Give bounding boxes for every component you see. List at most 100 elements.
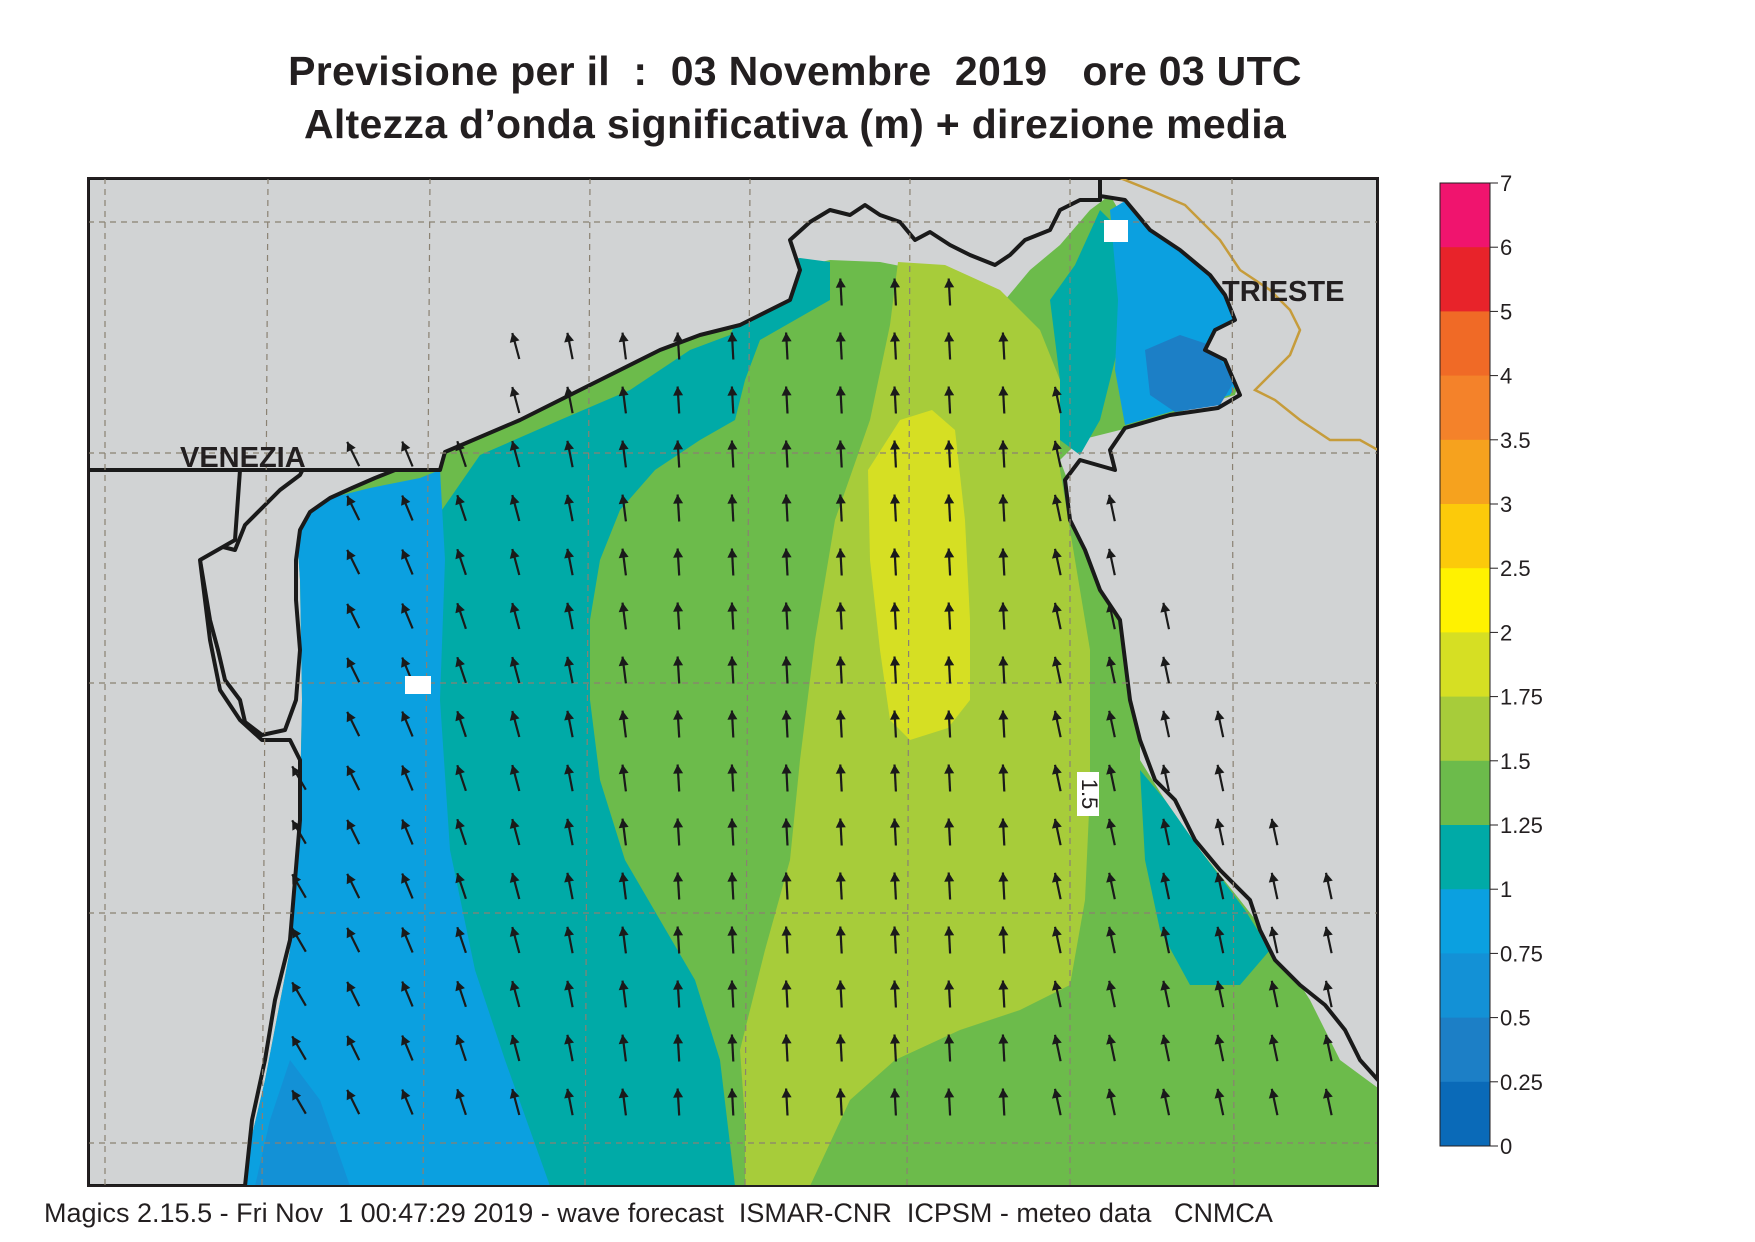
wave-arrow-head	[564, 926, 574, 937]
wave-arrow-head	[944, 548, 955, 558]
wave-arrow-head	[835, 764, 846, 774]
wave-arrow-head	[944, 494, 955, 504]
wave-arrow-head	[564, 494, 574, 505]
wave-arrow-head	[781, 980, 792, 990]
wave-arrow-head	[1214, 764, 1225, 775]
wave-arrow-head	[944, 980, 955, 990]
wave-arrow-head	[944, 1034, 955, 1044]
wave-arrow-head	[564, 872, 574, 883]
colorbar-swatch	[1440, 568, 1490, 633]
colorbar-swatch	[1440, 760, 1490, 826]
wave-arrow-head	[944, 872, 955, 882]
wave-arrow-head	[835, 548, 846, 558]
wave-arrow-head	[292, 766, 302, 777]
wave-arrow-head	[890, 278, 900, 288]
wave-arrow-head	[618, 656, 629, 667]
wave-arrow-head	[1268, 872, 1279, 883]
wave-arrow-head	[1052, 656, 1062, 667]
wave-arrow-head	[509, 657, 520, 667]
contour-label-box-north	[1104, 220, 1128, 242]
wave-arrow-head	[401, 603, 411, 614]
wave-arrow-head	[455, 495, 465, 506]
colorbar-tick-label: 3.5	[1500, 428, 1531, 453]
wave-arrow-head	[835, 926, 846, 936]
wave-direction-arrows	[291, 278, 1386, 1116]
wave-arrow-head	[1106, 548, 1116, 559]
wave-arrow-head	[401, 441, 411, 452]
wave-arrow-head	[455, 927, 465, 938]
wave-arrow-head	[781, 548, 792, 558]
wave-arrow-head	[455, 549, 465, 560]
colorbar-swatch	[1440, 504, 1490, 569]
wave-arrow-head	[346, 1089, 356, 1101]
wave-arrow-head	[618, 926, 629, 937]
wave-arrow-head	[998, 818, 1009, 828]
place-label-trieste: TRIESTE	[1222, 276, 1344, 308]
colorbar: 7 6 5 4 3.5 3 2.5 2 1.75 1.5 1.25 1 0.75 0.5 0.25 0	[1439, 171, 1543, 1159]
wave-arrow-head	[1323, 980, 1333, 991]
wave-arrow-head	[998, 386, 1009, 396]
wave-arrow-head	[618, 872, 629, 883]
colorbar-tick-label: 1.25	[1500, 813, 1543, 838]
colorbar-swatch	[1440, 1017, 1490, 1083]
wave-arrow-head	[509, 981, 520, 991]
colorbar-tick-label: 1.5	[1500, 749, 1531, 774]
colorbar-tick-label: 0.75	[1500, 941, 1543, 966]
colorbar-tick-label: 2.5	[1500, 556, 1531, 581]
wave-arrow-head	[509, 387, 520, 397]
wave-arrow-head	[890, 818, 900, 828]
wave-arrow-head	[673, 926, 684, 936]
wave-arrow-head	[1106, 494, 1116, 505]
wave-arrow-head	[727, 1088, 738, 1098]
wave-arrow-head	[564, 710, 574, 721]
wave-arrow-head	[727, 494, 738, 504]
contour-label-box-west	[405, 676, 431, 694]
wave-arrow-head	[509, 819, 520, 829]
map-title-line-2: Altezza d’onda significativa (m) + direz…	[303, 101, 1287, 147]
wave-arrow-head	[1106, 656, 1116, 667]
wave-arrow-head	[292, 1090, 302, 1101]
colorbar-swatch	[1440, 311, 1490, 377]
wave-arrow-head	[401, 711, 411, 722]
wave-arrow-head	[835, 656, 846, 666]
wave-arrow-head	[1052, 980, 1062, 991]
wave-arrow-head	[1214, 710, 1225, 721]
wave-arrow-head	[781, 602, 792, 612]
wave-arrow-head	[944, 1088, 955, 1098]
wave-arrow-head	[835, 386, 846, 396]
wave-arrow-head	[1106, 872, 1116, 883]
wave-arrow-head	[1160, 602, 1171, 613]
wave-arrow-head	[781, 386, 792, 396]
band-1-1-25	[420, 258, 830, 1186]
wave-arrow-head	[673, 1088, 684, 1098]
wave-arrow-head	[781, 1034, 792, 1044]
wave-arrow-head	[564, 1034, 574, 1045]
wave-arrow-head	[998, 494, 1009, 504]
wave-arrow-head	[455, 873, 465, 884]
wave-arrow-head	[509, 441, 520, 451]
wave-arrow-head	[781, 872, 792, 882]
wave-arrow-head	[564, 440, 574, 451]
wave-arrow-head	[727, 926, 738, 936]
contour-label-box-east: 1.5	[1077, 772, 1102, 816]
colorbar-tick-label: 0	[1500, 1134, 1512, 1159]
wave-arrow-shaft	[1380, 981, 1386, 1007]
wave-arrow-head	[346, 873, 356, 885]
wave-arrow-head	[1323, 1088, 1333, 1099]
wave-arrow-head	[673, 1034, 684, 1044]
wave-arrow-head	[835, 1034, 846, 1044]
wave-arrow-head	[944, 602, 955, 612]
wave-arrow-head	[401, 1089, 411, 1100]
colorbar-tick-label: 4	[1500, 364, 1512, 389]
wave-arrow-head	[509, 1089, 520, 1099]
wave-arrow-head	[1106, 980, 1116, 991]
wave-arrow-head	[998, 548, 1009, 558]
wave-arrow-head	[401, 495, 411, 506]
wave-arrow-head	[618, 548, 629, 559]
wave-arrow-head	[455, 1089, 465, 1100]
wave-arrow-head	[618, 494, 629, 505]
wave-arrow-head	[890, 980, 900, 990]
wave-arrow-head	[1106, 764, 1116, 775]
colorbar-tick-label: 3	[1500, 492, 1512, 517]
wave-arrow-head	[509, 603, 520, 613]
